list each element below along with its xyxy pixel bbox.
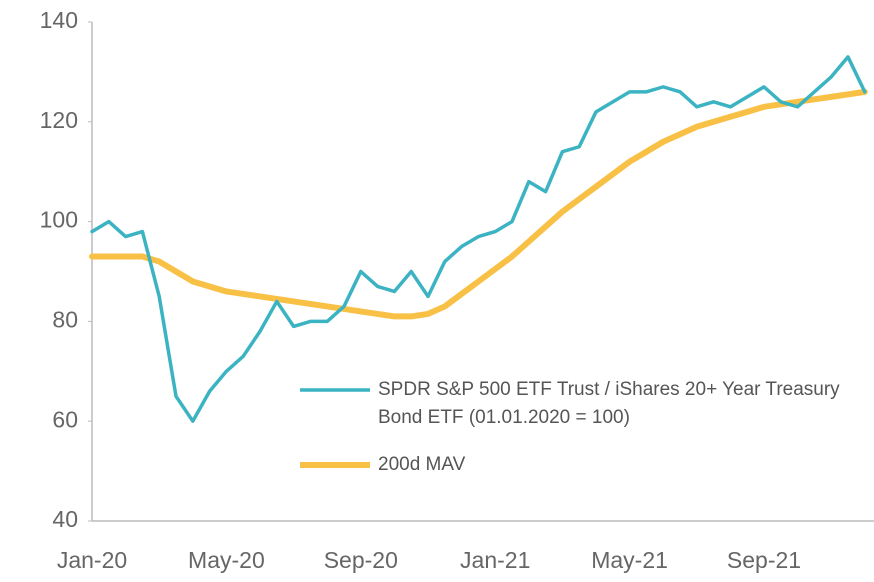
y-tick-label: 80	[52, 306, 78, 332]
y-tick-label: 140	[40, 7, 78, 33]
y-tick-label: 60	[52, 406, 78, 432]
y-tick-label: 120	[40, 107, 78, 133]
legend-label-box: SPDR S&P 500 ETF Trust / iShares 20+ Yea…	[378, 379, 840, 428]
x-tick-label: May-21	[591, 547, 668, 573]
x-tick-label: Sep-20	[324, 547, 398, 573]
x-tick-label: Jan-20	[57, 547, 127, 573]
x-tick-label: Jan-21	[460, 547, 530, 573]
x-tick-label: Sep-21	[727, 547, 801, 573]
series-line	[90, 55, 867, 423]
legend-label: 200d MAV	[378, 454, 466, 475]
legend-label: SPDR S&P 500 ETF Trust / iShares 20+ Yea…	[378, 379, 840, 428]
x-tick-label: May-20	[188, 547, 265, 573]
y-tick-label: 100	[40, 207, 78, 233]
legend-label-box: 200d MAV	[378, 454, 466, 475]
series-line	[89, 88, 868, 320]
y-tick-label: 40	[52, 506, 78, 532]
